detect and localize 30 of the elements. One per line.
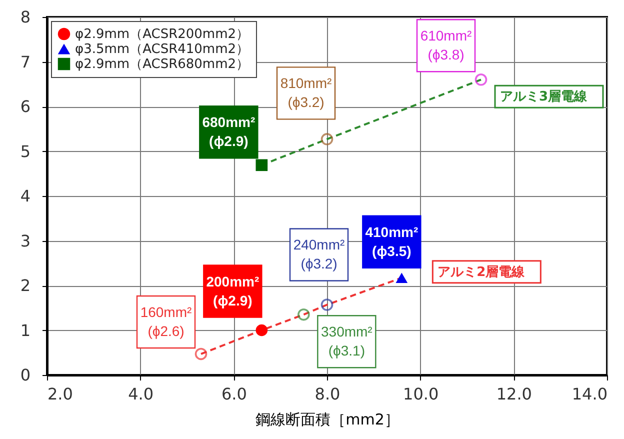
legend-label: φ3.5mm（ACSR410mm2） bbox=[75, 42, 250, 57]
x-axis-title: 鋼線断面積［mm2］ bbox=[256, 410, 400, 428]
y-tick-label: 2 bbox=[20, 276, 30, 295]
series-label: アルミ3層電線 bbox=[500, 90, 588, 105]
x-tick-label: 10.0 bbox=[403, 384, 439, 404]
y-tick-label: 0 bbox=[20, 366, 30, 384]
annotation: 200mm² (ϕ2.9) bbox=[206, 273, 260, 308]
y-tick-label: 5 bbox=[20, 142, 30, 161]
x-tick-label: 6.0 bbox=[221, 384, 247, 404]
x-tick-label: 2.0 bbox=[48, 384, 73, 404]
text: アルミ2層電線 bbox=[438, 264, 526, 280]
legend-label: φ2.9mm（ACSR680mm2） bbox=[75, 57, 250, 72]
y-tick-label: 7 bbox=[20, 52, 30, 72]
x-tick-label: 4.0 bbox=[128, 384, 154, 404]
annotation: 410mm² (ϕ3.5) bbox=[365, 224, 418, 259]
annotation: 240mm² (ϕ3.2) bbox=[293, 236, 346, 272]
annotation: 160mm² (ϕ2.6) bbox=[140, 304, 192, 339]
annotation: 810mm² (ϕ3.2) bbox=[280, 75, 332, 110]
x-tick-label: 8.0 bbox=[314, 384, 340, 404]
y-tick-label: 8 bbox=[20, 8, 30, 26]
y-tick-label: 4 bbox=[20, 186, 30, 206]
annotation: 680mm² (ϕ2.9) bbox=[202, 114, 256, 150]
y-tick-label: 3 bbox=[20, 231, 30, 250]
annotation: 330mm² (ϕ3.1) bbox=[320, 324, 373, 359]
x-tick-label: 14.0 bbox=[572, 384, 608, 404]
x-tick-label: 12.0 bbox=[496, 384, 532, 404]
legend-label: φ2.9mm（ACSR200mm2） bbox=[75, 27, 250, 42]
y-tick-label: 1 bbox=[20, 320, 30, 340]
annotation: 610mm² (ϕ3.8) bbox=[420, 28, 472, 63]
y-tick-label: 6 bbox=[20, 97, 30, 116]
